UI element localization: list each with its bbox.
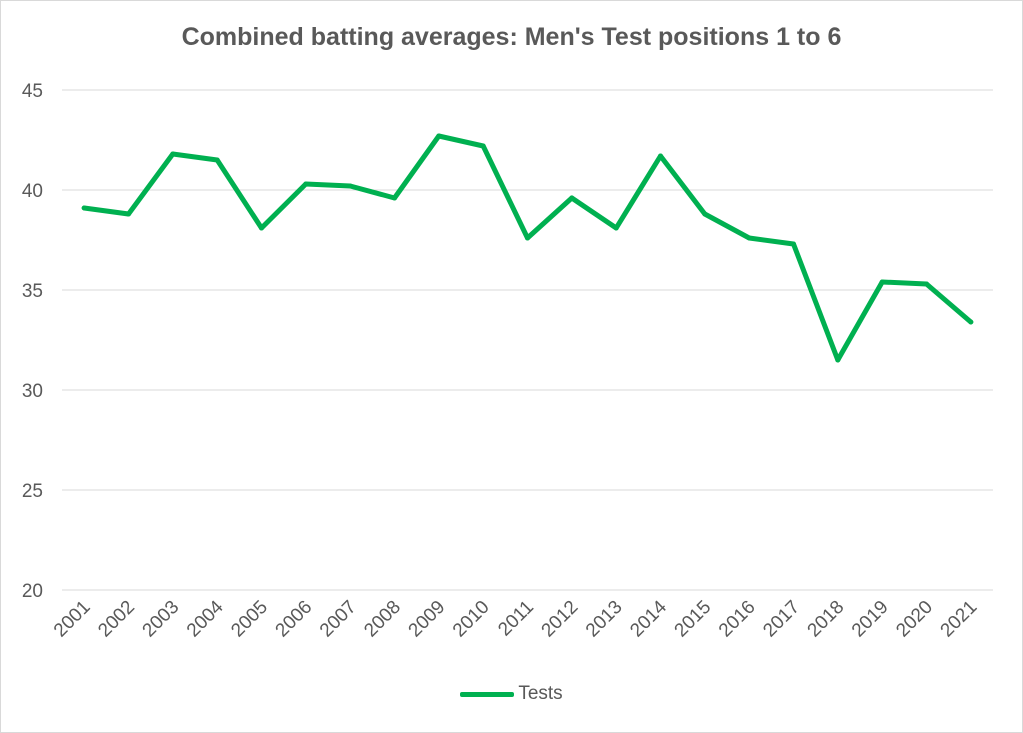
legend-label-tests: Tests — [518, 683, 563, 704]
x-tick-label: 2007 — [316, 597, 361, 642]
data-point — [924, 281, 929, 287]
x-tick-label: 2010 — [449, 597, 494, 642]
data-point — [480, 143, 486, 149]
data-point — [791, 241, 796, 247]
data-point — [214, 157, 220, 163]
series-lines — [81, 133, 974, 363]
x-tick-label: 2004 — [183, 596, 228, 641]
legend: Tests — [1, 683, 1022, 705]
chart-title: Combined batting averages: Men's Test po… — [181, 23, 842, 51]
data-point — [835, 357, 841, 363]
data-point — [126, 211, 131, 217]
x-tick-label: 2008 — [360, 597, 405, 642]
y-tick-label: 30 — [22, 381, 43, 402]
data-point — [392, 195, 397, 201]
x-tick-label: 2001 — [50, 597, 95, 642]
data-point — [613, 225, 619, 231]
x-tick-label: 2020 — [892, 597, 937, 642]
x-axis-tick-labels: 2001 2002 2003 2004 2005 2006 2007 2008 2009 2010… — [50, 596, 981, 641]
x-tick-label: 2011 — [494, 597, 538, 641]
x-tick-label: 2014 — [626, 596, 671, 641]
data-point — [436, 133, 442, 139]
x-tick-label: 2019 — [848, 597, 893, 642]
y-axis-tick-labels: 20 25 30 35 40 45 — [22, 81, 43, 602]
data-point — [702, 211, 708, 217]
x-tick-label: 2009 — [405, 597, 450, 642]
y-tick-label: 25 — [22, 481, 43, 502]
data-point — [170, 151, 176, 157]
series-line-tests — [81, 133, 974, 363]
data-point — [569, 195, 575, 201]
data-point — [658, 153, 663, 159]
y-tick-label: 45 — [22, 81, 43, 102]
data-point — [525, 235, 530, 241]
data-point — [879, 279, 885, 285]
x-tick-label: 2006 — [272, 597, 317, 642]
gridlines — [62, 89, 993, 591]
x-tick-label: 2018 — [804, 597, 849, 642]
data-point — [347, 183, 353, 189]
y-tick-label: 40 — [22, 181, 43, 202]
x-tick-label: 2021 — [937, 597, 982, 642]
x-tick-label: 2015 — [671, 597, 716, 642]
x-tick-label: 2005 — [227, 597, 272, 642]
x-tick-label: 2016 — [715, 597, 760, 642]
data-point — [746, 235, 752, 241]
x-tick-label: 2002 — [94, 597, 139, 642]
legend-swatch-tests — [460, 691, 515, 697]
data-point — [81, 205, 87, 211]
x-tick-label: 2017 — [759, 597, 804, 642]
data-point — [968, 319, 974, 325]
y-tick-label: 35 — [22, 281, 43, 302]
x-tick-label: 2012 — [538, 597, 583, 642]
data-point — [303, 181, 309, 187]
x-tick-label: 2013 — [582, 597, 627, 642]
data-point — [259, 225, 264, 231]
y-tick-label: 20 — [22, 581, 43, 602]
x-tick-label: 2003 — [139, 597, 184, 642]
